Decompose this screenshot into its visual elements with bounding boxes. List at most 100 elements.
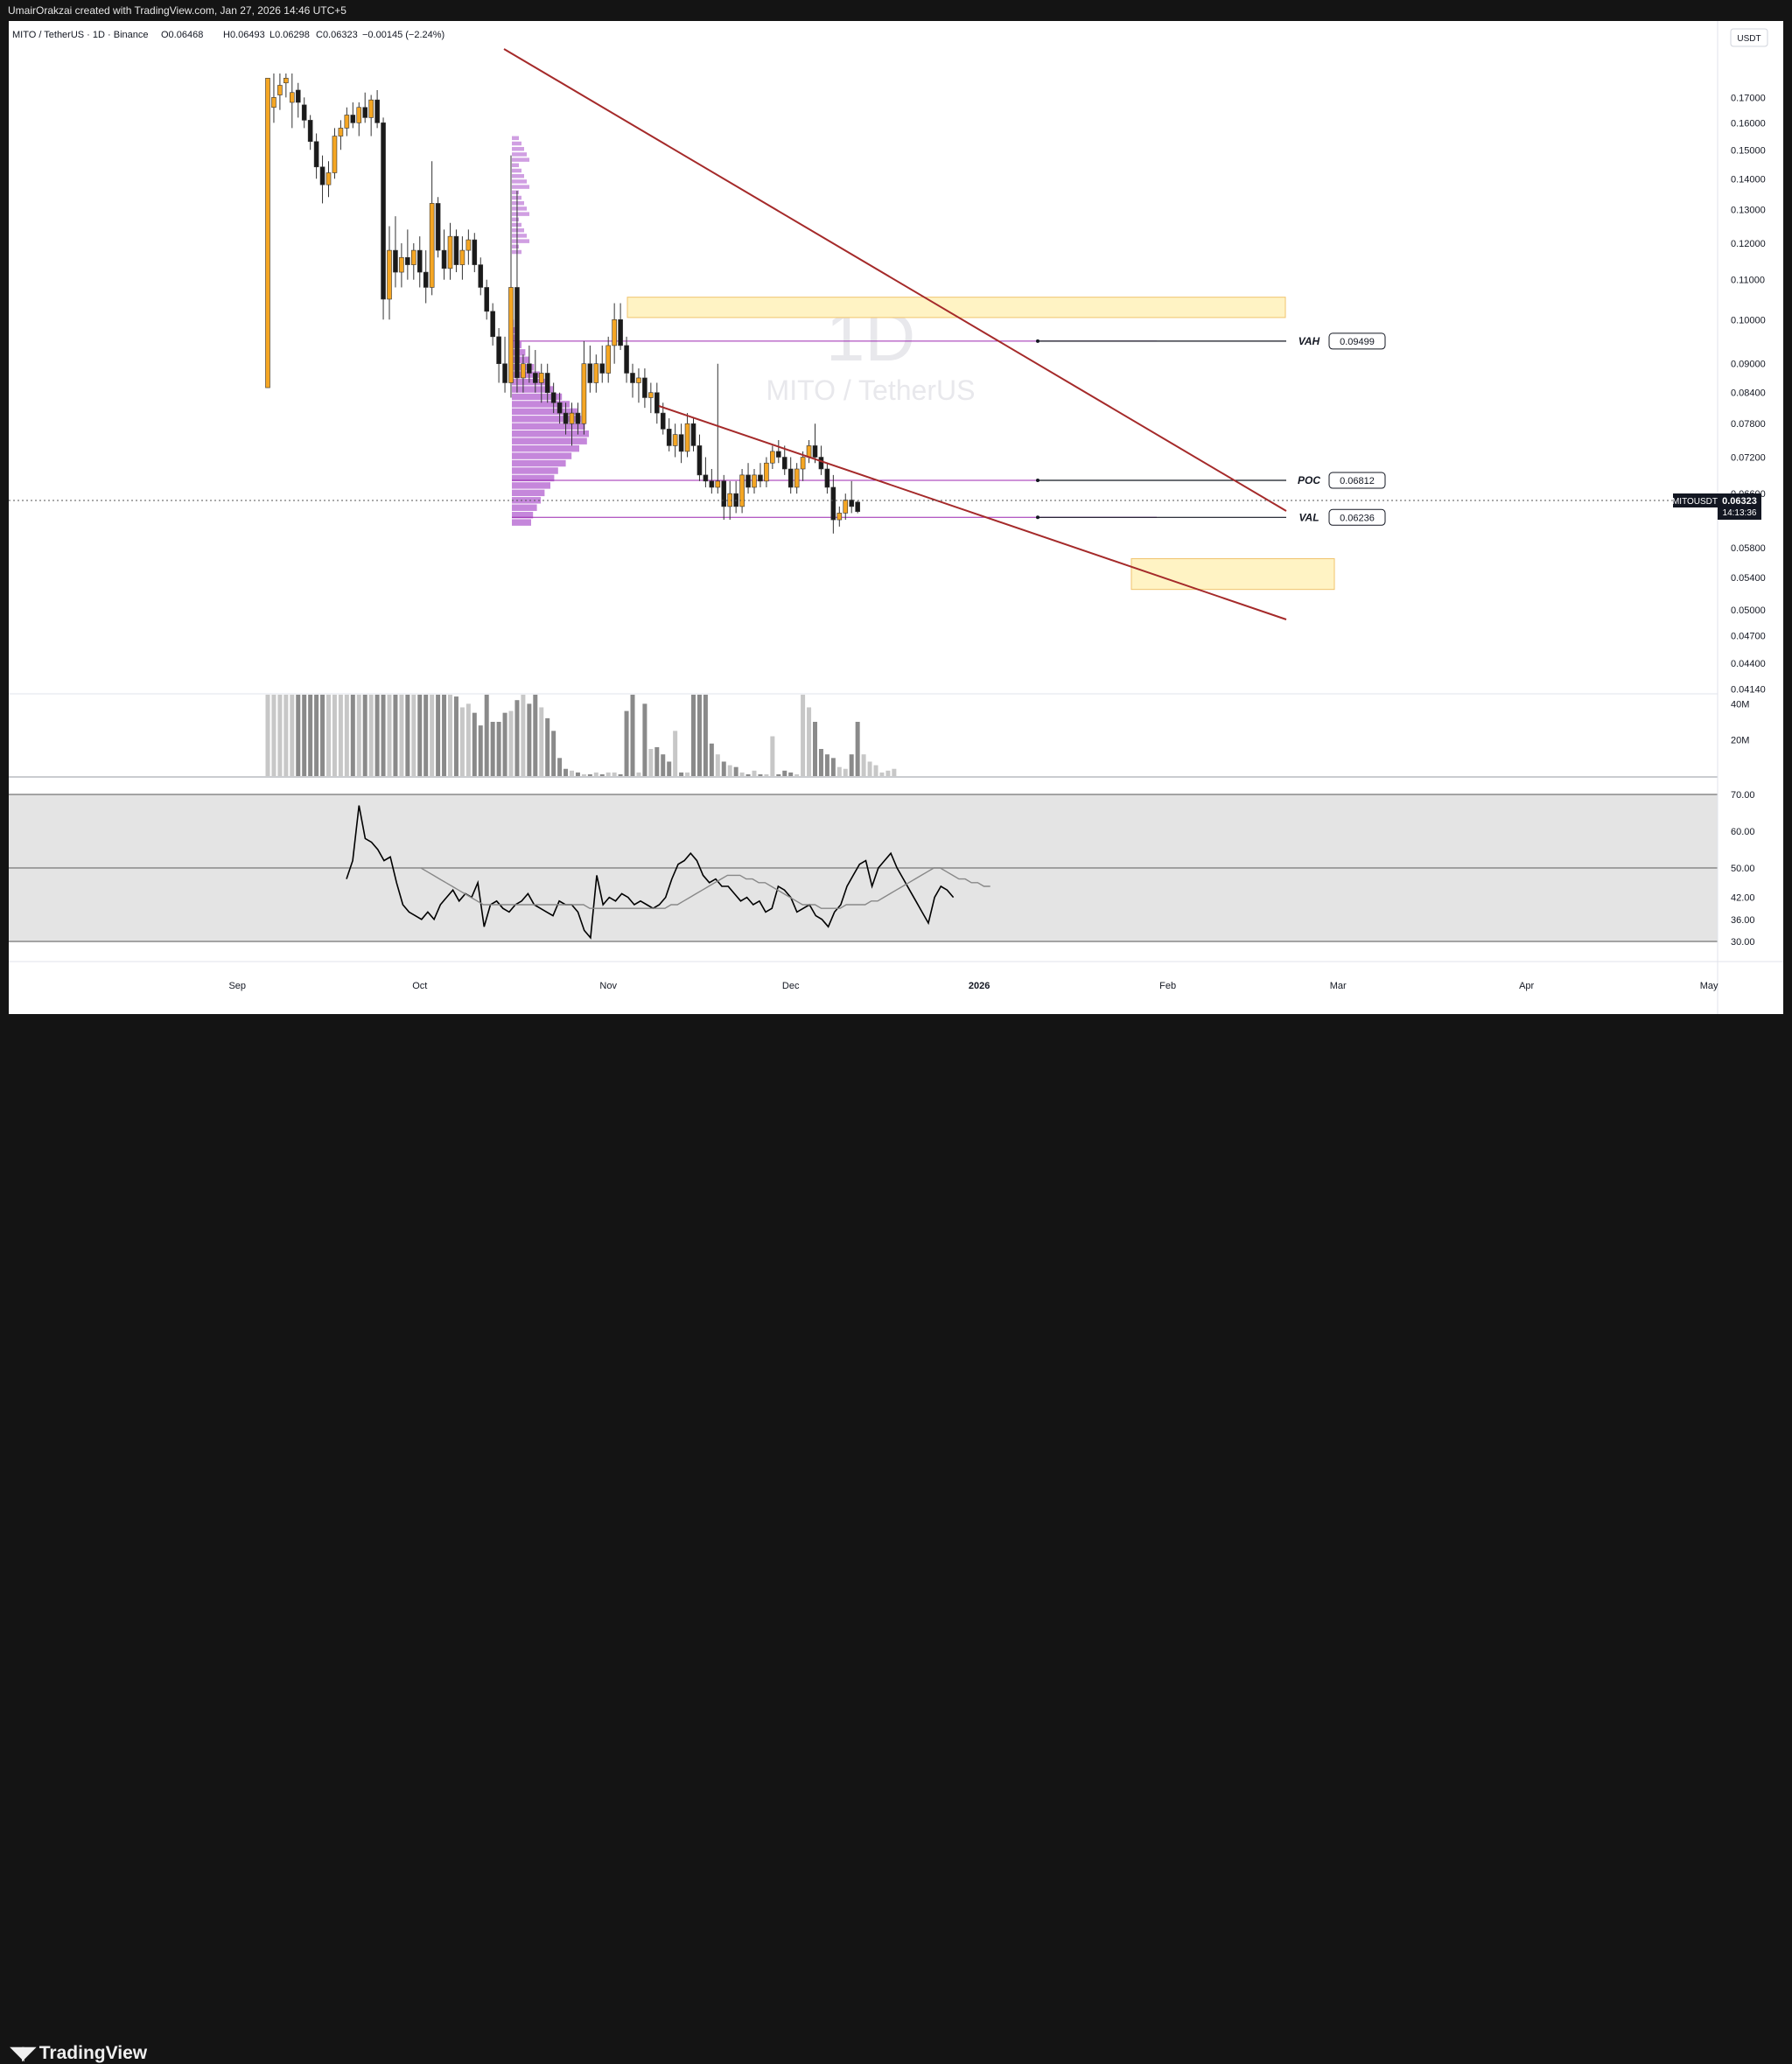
- profile-bin-upper: [512, 212, 529, 216]
- price-tick: 0.05800: [1731, 543, 1766, 554]
- profile-bin: [512, 474, 555, 482]
- volume-bar: [539, 707, 544, 776]
- price-tick: 0.07800: [1731, 419, 1766, 430]
- time-tick: Feb: [1159, 981, 1176, 991]
- volume-bar: [764, 773, 769, 776]
- candle-body: [484, 287, 490, 312]
- time-tick: Oct: [412, 981, 427, 991]
- candle-body: [690, 423, 696, 446]
- volume-bar: [794, 773, 800, 776]
- candle-body: [466, 239, 472, 251]
- rsi-tick: 42.00: [1731, 893, 1755, 904]
- tradingview-logo[interactable]: ◥◤ TradingView: [10, 2042, 147, 2064]
- candle-body: [788, 468, 794, 488]
- volume-bar: [466, 703, 471, 776]
- profile-bin: [512, 519, 531, 526]
- candle-body: [581, 363, 587, 424]
- level-dot-val: [1036, 515, 1040, 520]
- level-label-vah: VAH: [1298, 335, 1320, 347]
- volume-bar: [801, 695, 806, 776]
- volume-bar: [836, 766, 842, 776]
- candle-body: [453, 235, 459, 265]
- volume-bar: [581, 773, 586, 776]
- candle-body: [770, 451, 775, 464]
- candle-body: [836, 513, 843, 521]
- volume-bar: [843, 768, 848, 776]
- volume-bar: [709, 743, 714, 776]
- profile-bin-upper: [512, 239, 529, 243]
- level-dot-poc: [1036, 479, 1040, 483]
- candle-body: [696, 445, 703, 476]
- candle-body: [636, 377, 641, 383]
- candle-body: [277, 85, 283, 95]
- rsi-tick: 70.00: [1731, 790, 1755, 801]
- volume-bar: [332, 695, 337, 776]
- profile-bin: [512, 408, 578, 416]
- volume-bar: [667, 761, 672, 776]
- volume-bar: [818, 749, 823, 776]
- candle-body: [563, 412, 569, 424]
- candle-body: [550, 392, 556, 403]
- time-axis[interactable]: Sep Oct Nov Dec 2026 Feb Mar Apr May: [228, 981, 1718, 991]
- time-tick: 2026: [969, 981, 990, 991]
- price-tick: 0.15000: [1731, 145, 1766, 156]
- volume-bar: [624, 710, 629, 776]
- candle-body: [709, 480, 715, 488]
- candle-body: [307, 120, 313, 143]
- volume-bar: [368, 695, 374, 776]
- candle-body: [812, 445, 818, 458]
- price-tick: 0.08400: [1731, 388, 1766, 399]
- candle-body: [612, 319, 617, 346]
- profile-bin-upper: [512, 185, 529, 189]
- candle-body: [715, 480, 721, 488]
- candle-body: [660, 412, 666, 430]
- chart-panel[interactable]: MITO / TetherUS · 1D · Binance O0.06468 …: [9, 21, 1783, 1014]
- volume-bar: [496, 722, 501, 776]
- candle-body: [532, 373, 538, 383]
- time-tick: Sep: [228, 981, 246, 991]
- profile-bin-upper: [512, 163, 519, 168]
- candle-body: [399, 256, 404, 273]
- high-value: H0.06493: [223, 30, 265, 40]
- candle-body: [295, 89, 301, 103]
- volume-tick: 40M: [1731, 699, 1749, 710]
- candle-body: [824, 468, 830, 488]
- candle-body: [630, 373, 635, 383]
- volume-bar: [521, 695, 526, 776]
- time-tick: May: [1700, 981, 1718, 991]
- rsi-tick: 30.00: [1731, 937, 1755, 948]
- credit-text: UmairOrakzai created with TradingView.co…: [8, 4, 346, 17]
- level-dot-vah: [1036, 339, 1040, 343]
- profile-bin: [512, 489, 545, 497]
- volume-bar: [290, 695, 295, 776]
- volume-bar: [673, 731, 678, 776]
- volume-bar: [739, 772, 745, 776]
- level-box-poc: [1328, 472, 1386, 489]
- symbol-line[interactable]: MITO / TetherUS · 1D · Binance: [12, 30, 148, 40]
- level-value-poc: 0.06812: [1340, 476, 1375, 486]
- price-tick: 0.05000: [1731, 605, 1766, 616]
- price-axis[interactable]: 0.17000 0.16000 0.15000 0.14000 0.13000 0.120…: [1731, 93, 1766, 695]
- profile-bin: [512, 444, 579, 452]
- level-box-vah: [1328, 332, 1386, 350]
- candle-body: [843, 500, 849, 514]
- level-label-poc: POC: [1298, 474, 1320, 486]
- price-tick: 0.07200: [1731, 453, 1766, 464]
- volume-bar: [807, 707, 812, 776]
- profile-bin: [512, 386, 554, 393]
- volume-bar: [424, 695, 429, 776]
- volume-bar: [411, 695, 416, 776]
- profile-bin: [512, 430, 589, 437]
- chart-svg[interactable]: MITO / TetherUS · 1D · Binance O0.06468 …: [9, 21, 1783, 1014]
- volume-bar: [721, 761, 726, 776]
- volume-bar: [782, 770, 788, 776]
- candlesticks: [265, 73, 860, 534]
- profile-bin: [512, 423, 585, 430]
- volume-bar: [265, 695, 270, 776]
- level-value-vah: 0.09499: [1340, 337, 1375, 347]
- currency-button[interactable]: [1730, 28, 1768, 47]
- candle-body: [781, 457, 788, 470]
- candle-body: [301, 104, 307, 121]
- volume-bar: [490, 722, 495, 776]
- volume-bar: [308, 695, 313, 776]
